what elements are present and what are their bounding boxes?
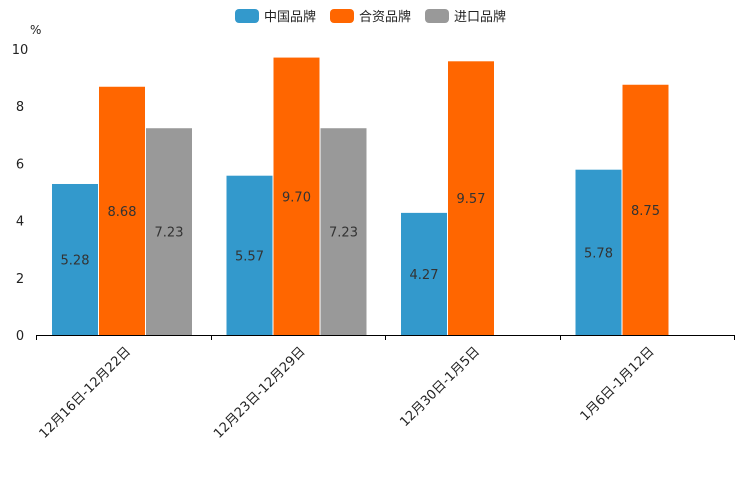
data-label-3-0: 5.78 [584,246,613,261]
data-label-3-1: 8.75 [631,204,660,219]
legend: 中国品牌 合资品牌 进口品牌 [235,9,506,25]
y-tick-label-4: 8 [16,100,24,115]
y-axis-unit-label: % [30,23,41,37]
data-label-2-1: 9.57 [457,192,486,207]
bar-0-2 [146,128,192,335]
data-label-0-2: 7.23 [155,226,184,241]
data-label-0-1: 8.68 [108,205,137,220]
y-tick-label-1: 2 [16,272,24,287]
bar-0-1 [99,86,145,335]
bar-0-0 [52,183,98,335]
y-tick-label-3: 6 [16,157,24,172]
data-label-0-0: 5.28 [61,253,90,268]
bar-1-1 [273,57,320,336]
bar-2-0 [401,212,447,335]
x-tick-label-0: 12月16日-12月22日 [37,344,134,441]
data-label-1-1: 9.70 [282,190,311,205]
x-tick-label-2: 12月30日-1月5日 [397,344,483,430]
legend-swatch-0 [235,9,259,23]
legend-label-2: 进口品牌 [454,9,506,25]
x-tick-label-3: 1月6日-1月12日 [578,344,658,424]
x-axis: 12月16日-12月22日 12月23日-12月29日 12月30日-1月5日 1月6… [36,335,735,442]
legend-swatch-1 [330,9,354,23]
bar-1-2 [320,128,367,335]
data-label-1-2: 7.23 [329,226,358,241]
bar-3-1 [622,84,669,335]
legend-label-0: 中国品牌 [264,9,316,25]
data-label-1-0: 5.57 [235,249,264,264]
legend-swatch-2 [425,9,449,23]
bar-3-0 [575,169,622,335]
y-tick-label-0: 0 [16,329,24,344]
y-tick-label-2: 4 [16,215,24,230]
legend-label-1: 合资品牌 [359,9,411,25]
bar-2-1 [448,61,494,335]
data-label-2-0: 4.27 [410,268,439,283]
bars [52,57,669,336]
data-labels: 5.28 8.68 7.23 5.57 9.70 7.23 4.27 9.57 5.78 8.75 [61,190,660,283]
bar-1-0 [226,175,273,335]
x-tick-label-1: 12月23日-12月29日 [211,344,308,441]
y-axis: 0 2 4 6 8 10 [12,43,29,344]
y-tick-label-5: 10 [12,43,29,58]
